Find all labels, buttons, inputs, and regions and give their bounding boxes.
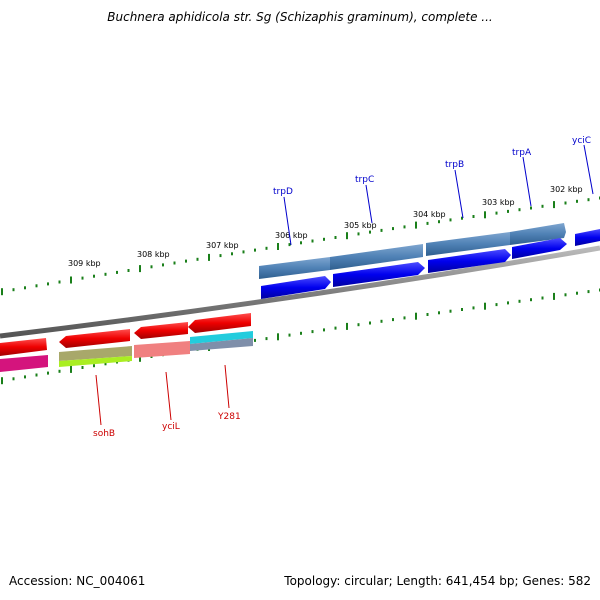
cds-sohB-lower[interactable] [59, 356, 132, 367]
gene-label-sohB[interactable]: sohB [93, 429, 115, 439]
gene-label-yciL[interactable]: yciL [162, 422, 180, 432]
forward-leader-lines [283, 144, 594, 246]
scale-label-309: 309 kbp [68, 259, 101, 268]
scale-label-306: 306 kbp [275, 231, 308, 240]
accession-text: Accession: NC_004061 [9, 574, 146, 588]
forward-cds-row [259, 223, 566, 279]
gene-Y281[interactable] [188, 313, 251, 333]
cds-trpB[interactable] [426, 232, 510, 256]
cds-Y281-cyan[interactable] [190, 331, 253, 344]
genome-backbone [0, 245, 600, 339]
gene-label-trpC[interactable]: trpC [355, 175, 374, 185]
scale-label-308: 308 kbp [137, 250, 170, 259]
gene-label-trpD[interactable]: trpD [273, 187, 293, 197]
reverse-leader-lines [95, 364, 230, 426]
gene-sohB[interactable] [59, 329, 130, 348]
gene-trpC[interactable] [333, 262, 425, 287]
cds-left-partial[interactable] [0, 355, 48, 372]
outer-tick-row [1, 196, 600, 296]
cds-yciL[interactable] [134, 341, 190, 358]
gene-yciC[interactable] [575, 229, 600, 246]
map-title: Buchnera aphidicola str. Sg (Schizaphis … [107, 10, 493, 24]
gene-label-Y281[interactable]: Y281 [217, 412, 241, 422]
reverse-cds-row [0, 331, 253, 372]
scale-label-302: 302 kbp [550, 185, 583, 194]
cds-Y281-gray[interactable] [190, 338, 253, 351]
gene-label-yciC[interactable]: yciC [572, 136, 591, 146]
scale-label-307: 307 kbp [206, 241, 239, 250]
gene-label-trpA[interactable]: trpA [512, 148, 532, 158]
gene-label-trpB[interactable]: trpB [445, 160, 464, 170]
gene-trpB[interactable] [428, 249, 511, 273]
gene-left-partial[interactable] [0, 338, 47, 356]
gene-trpD[interactable] [261, 276, 331, 299]
forward-gene-row [261, 229, 600, 299]
reverse-gene-row [0, 313, 251, 356]
scale-label-303: 303 kbp [482, 198, 515, 207]
gene-trpA[interactable] [512, 238, 567, 259]
genome-summary-text: Topology: circular; Length: 641,454 bp; … [284, 574, 591, 588]
cds-trpD[interactable] [259, 257, 330, 279]
scale-label-305: 305 kbp [344, 221, 377, 230]
scale-label-304: 304 kbp [413, 210, 446, 219]
cds-trpC[interactable] [330, 244, 423, 270]
gene-yciL[interactable] [134, 322, 188, 339]
